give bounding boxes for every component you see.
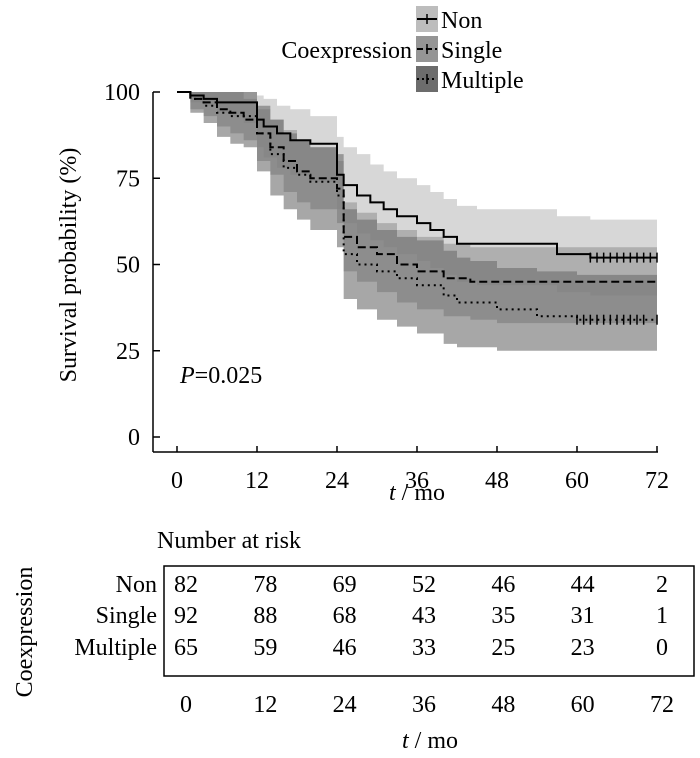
risk-x-tick-label: 72 xyxy=(650,692,674,718)
x-axis-title-var: t xyxy=(389,480,397,506)
y-tick-label: 0 xyxy=(128,425,140,451)
legend-label-single: Single xyxy=(441,38,502,64)
risk-table: Number at risk Coexpression Non 82 78 69 52 4… xyxy=(12,528,695,754)
legend-item-multiple: Multiple xyxy=(416,66,524,94)
risk-cell-non: 2 xyxy=(656,572,668,598)
legend: Coexpression Non Single Multiple xyxy=(281,6,524,94)
risk-cell-multiple: 25 xyxy=(491,635,515,661)
x-axis-title: t / mo xyxy=(389,480,445,506)
risk-x-axis-title: t / mo xyxy=(402,728,458,754)
risk-x-tick-label: 12 xyxy=(253,692,277,718)
risk-cell-non: 46 xyxy=(491,572,515,598)
risk-cell-single: 92 xyxy=(174,603,198,629)
risk-row-label-multiple: Multiple xyxy=(74,635,157,661)
y-tick-label: 50 xyxy=(116,253,140,279)
risk-x-axis-title-unit: / mo xyxy=(409,728,458,754)
y-tick-label: 100 xyxy=(104,80,140,106)
legend-label-multiple: Multiple xyxy=(441,68,524,94)
risk-table-title: Number at risk xyxy=(157,528,301,554)
risk-cell-non: 52 xyxy=(412,572,436,598)
risk-x-tick-label: 24 xyxy=(333,692,357,718)
x-tick-label: 60 xyxy=(565,468,589,494)
y-tick-label: 75 xyxy=(116,166,140,192)
legend-item-non: Non xyxy=(416,6,482,34)
risk-table-group-label: Coexpression xyxy=(12,567,38,698)
x-tick-label: 72 xyxy=(645,468,669,494)
risk-x-axis-title-var: t xyxy=(402,728,410,754)
legend-item-single: Single xyxy=(416,36,502,64)
x-tick-label: 0 xyxy=(171,468,183,494)
risk-cell-single: 35 xyxy=(491,603,515,629)
risk-cell-single: 88 xyxy=(253,603,277,629)
y-tick-label: 25 xyxy=(116,339,140,365)
p-value-annotation: P=0.025 xyxy=(179,363,262,389)
survival-line-non xyxy=(177,91,657,259)
legend-label-non: Non xyxy=(441,8,482,34)
survival-line-single xyxy=(177,91,657,283)
risk-cell-non: 44 xyxy=(571,572,595,598)
x-tick-label: 36 xyxy=(405,468,429,494)
risk-cell-single: 31 xyxy=(571,603,595,629)
risk-x-tick-label: 0 xyxy=(180,692,192,718)
risk-cell-single: 43 xyxy=(412,603,436,629)
risk-cell-non: 69 xyxy=(333,572,357,598)
x-tick-label: 24 xyxy=(325,468,349,494)
legend-title: Coexpression xyxy=(281,38,412,64)
risk-cell-non: 78 xyxy=(253,572,277,598)
confidence-band-multiple xyxy=(177,92,657,351)
risk-cell-multiple: 0 xyxy=(656,635,668,661)
x-axis-title-unit: / mo xyxy=(396,480,445,506)
risk-cell-multiple: 33 xyxy=(412,635,436,661)
main-axes xyxy=(152,92,658,453)
risk-cell-multiple: 59 xyxy=(253,635,277,661)
risk-x-tick-label: 48 xyxy=(491,692,515,718)
risk-cell-multiple: 65 xyxy=(174,635,198,661)
risk-table-rows: Non 82 78 69 52 46 44 2 Single 92 88 68 43 35 31 1 Multi… xyxy=(74,572,668,661)
risk-table-x-ticks: 0 12 24 36 48 60 72 xyxy=(180,692,674,718)
y-axis-title: Survival probability (%) xyxy=(56,148,82,383)
plot-area xyxy=(177,91,658,351)
x-ticks: 0 12 24 36 48 60 72 xyxy=(171,446,669,494)
p-value-val: =0.025 xyxy=(195,363,263,389)
p-value-var: P xyxy=(179,363,195,389)
risk-row-label-non: Non xyxy=(116,572,157,598)
risk-table-box xyxy=(163,565,695,677)
risk-cell-non: 82 xyxy=(174,572,198,598)
risk-row-label-single: Single xyxy=(96,603,157,629)
risk-cell-single: 68 xyxy=(333,603,357,629)
x-tick-label: 48 xyxy=(485,468,509,494)
risk-cell-multiple: 23 xyxy=(571,635,595,661)
risk-x-tick-label: 36 xyxy=(412,692,436,718)
risk-x-tick-label: 60 xyxy=(571,692,595,718)
x-tick-label: 12 xyxy=(245,468,269,494)
risk-cell-multiple: 46 xyxy=(333,635,357,661)
y-ticks: 0 25 50 75 100 xyxy=(104,80,160,451)
risk-cell-single: 1 xyxy=(656,603,668,629)
